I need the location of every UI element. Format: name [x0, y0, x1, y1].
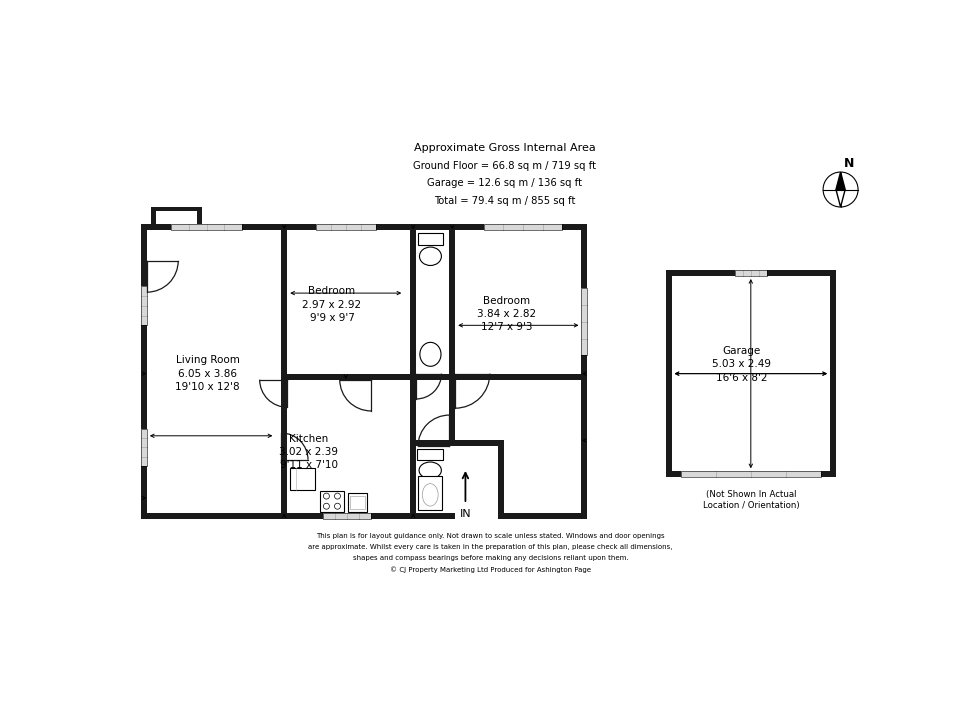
Circle shape — [323, 493, 329, 499]
Bar — [735, 270, 767, 276]
Text: Bedroom
2.97 x 2.92
9'9 x 9'7: Bedroom 2.97 x 2.92 9'9 x 9'7 — [303, 287, 362, 323]
Bar — [348, 493, 368, 512]
Bar — [665, 270, 836, 477]
Circle shape — [823, 172, 858, 207]
Bar — [197, 211, 202, 230]
Bar — [498, 440, 504, 519]
Text: (Not Shown In Actual
Location / Orientation): (Not Shown In Actual Location / Orientat… — [703, 490, 799, 510]
Bar — [581, 288, 587, 355]
Text: Ground Floor = 66.8 sq m / 719 sq ft: Ground Floor = 66.8 sq m / 719 sq ft — [413, 161, 596, 171]
Bar — [290, 469, 315, 490]
Polygon shape — [836, 190, 845, 207]
Bar — [484, 224, 563, 230]
Bar — [581, 288, 587, 355]
Text: Approximate Gross Internal Area: Approximate Gross Internal Area — [414, 144, 596, 154]
Bar — [735, 270, 767, 276]
Bar — [281, 224, 287, 519]
Ellipse shape — [422, 484, 438, 506]
Text: Living Room
6.05 x 3.86
19'10 x 12'8: Living Room 6.05 x 3.86 19'10 x 12'8 — [175, 355, 240, 392]
Bar — [665, 270, 671, 477]
Bar — [484, 224, 563, 230]
Ellipse shape — [419, 343, 441, 366]
Bar — [449, 224, 456, 374]
Text: Kitchen
3.02 x 2.39
9'11 x 7'10: Kitchen 3.02 x 2.39 9'11 x 7'10 — [279, 434, 338, 470]
Bar — [417, 449, 443, 460]
Bar — [141, 224, 147, 519]
Text: IN: IN — [460, 510, 471, 520]
Bar — [665, 270, 836, 276]
Bar — [320, 491, 344, 512]
Bar — [141, 513, 287, 519]
Polygon shape — [836, 172, 845, 190]
Text: Bedroom
3.84 x 2.82
12'7 x 9'3: Bedroom 3.84 x 2.82 12'7 x 9'3 — [477, 296, 536, 332]
Bar — [581, 224, 587, 519]
Bar — [156, 211, 197, 230]
Bar — [141, 429, 147, 466]
Text: Garage
5.03 x 2.49
16'6 x 8'2: Garage 5.03 x 2.49 16'6 x 8'2 — [712, 346, 771, 382]
Bar — [830, 270, 836, 477]
Bar — [322, 513, 371, 519]
Bar — [322, 513, 371, 519]
Bar — [417, 233, 443, 245]
Bar — [316, 224, 375, 230]
Bar — [411, 374, 456, 379]
Circle shape — [334, 503, 340, 509]
Bar — [151, 211, 156, 230]
Text: N: N — [844, 157, 854, 170]
Bar — [411, 513, 456, 519]
Text: © CJ Property Marketing Ltd Produced for Ashington Page: © CJ Property Marketing Ltd Produced for… — [390, 566, 591, 573]
Bar — [281, 513, 416, 519]
Bar — [411, 224, 416, 374]
Text: Garage = 12.6 sq m / 136 sq ft: Garage = 12.6 sq m / 136 sq ft — [427, 178, 582, 188]
Bar — [141, 286, 147, 325]
Text: This plan is for layout guidance only. Not drawn to scale unless stated. Windows: This plan is for layout guidance only. N… — [317, 533, 665, 539]
Bar — [411, 440, 504, 446]
Bar — [141, 224, 587, 230]
Bar — [449, 374, 587, 379]
Text: Total = 79.4 sq m / 855 sq ft: Total = 79.4 sq m / 855 sq ft — [434, 196, 575, 206]
Bar — [171, 224, 242, 230]
Bar — [351, 496, 366, 510]
Bar — [418, 476, 442, 510]
Bar — [498, 513, 587, 519]
Bar — [151, 207, 202, 211]
Bar — [141, 286, 147, 325]
Bar — [681, 472, 821, 477]
Bar — [141, 429, 147, 466]
Circle shape — [323, 503, 329, 509]
Bar — [171, 224, 242, 230]
Bar — [449, 374, 456, 446]
Text: shapes and compass bearings before making any decisions reliant upon them.: shapes and compass bearings before makin… — [353, 556, 628, 561]
Bar — [681, 472, 821, 477]
Bar — [141, 224, 587, 519]
Bar — [411, 374, 416, 519]
Bar — [281, 374, 416, 379]
Bar — [665, 472, 681, 477]
Circle shape — [334, 493, 340, 499]
Text: are approximate. Whilst every care is taken in the preparation of this plan, ple: are approximate. Whilst every care is ta… — [309, 544, 673, 550]
Ellipse shape — [419, 462, 441, 479]
Ellipse shape — [419, 247, 441, 266]
Bar — [316, 224, 375, 230]
Bar — [821, 472, 836, 477]
